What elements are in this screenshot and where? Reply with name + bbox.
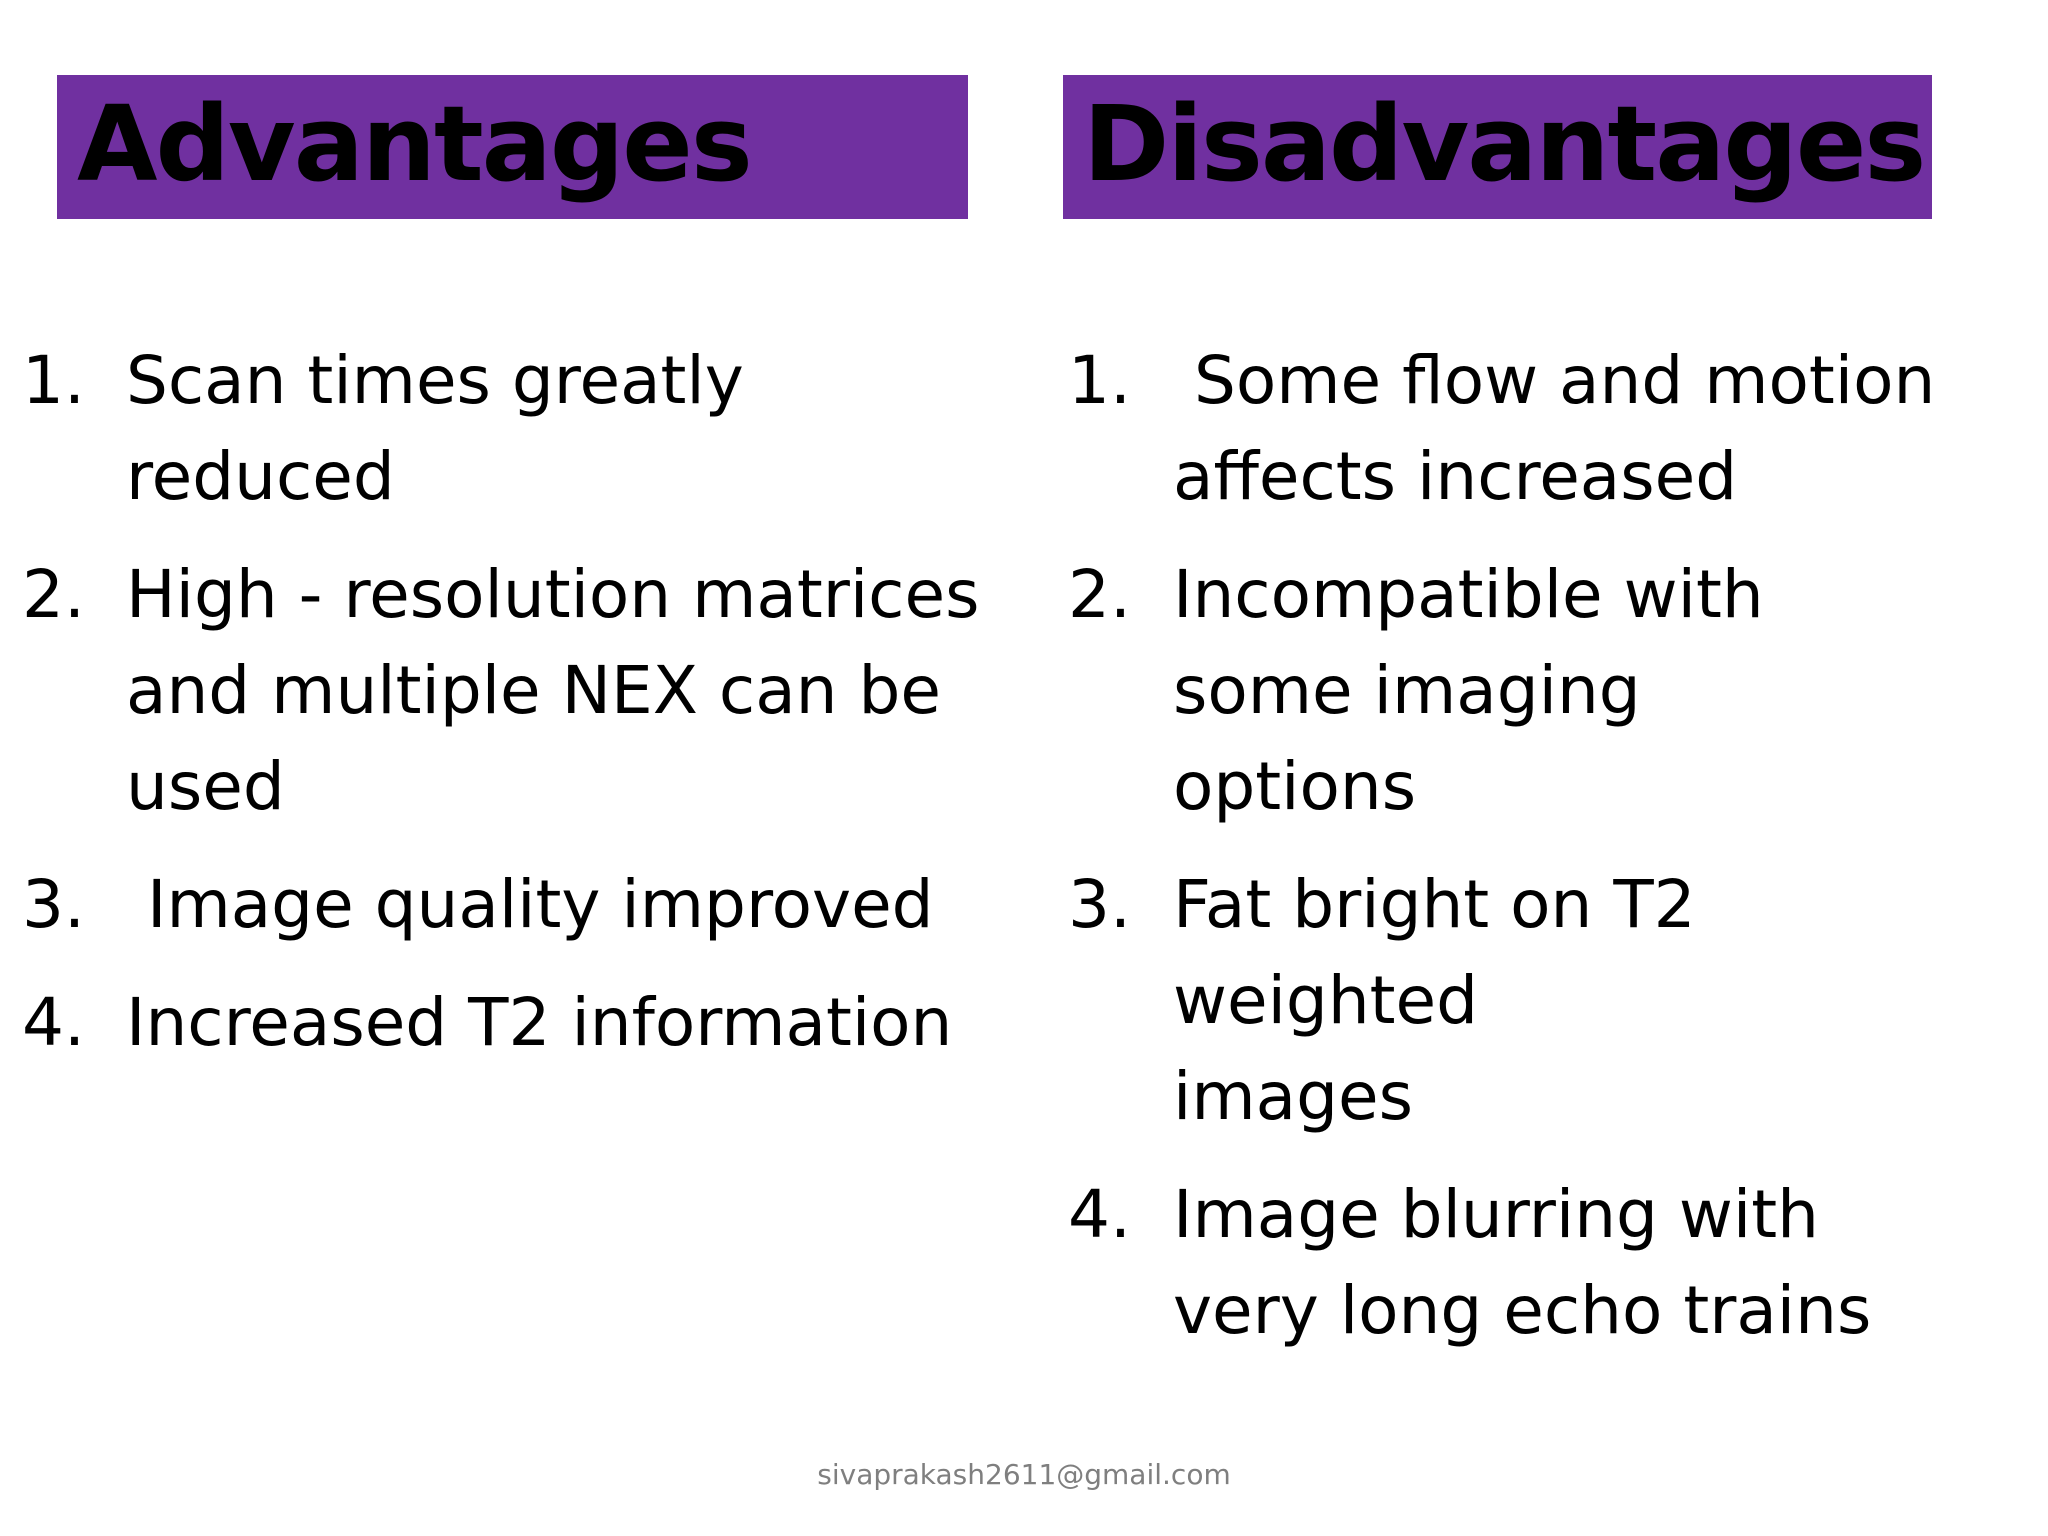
disadvantage-item: 3. Fat bright on T2 weighted images <box>1068 857 1968 1145</box>
item-number: 4. <box>22 984 85 1061</box>
advantages-title: Advantages <box>77 83 753 205</box>
item-number: 4. <box>1068 1176 1131 1253</box>
item-text: Scan times greatly reduced <box>126 342 744 515</box>
item-text: Incompatible with some imaging options <box>1173 556 1764 825</box>
footer-email: sivaprakash2611@gmail.com <box>817 1458 1231 1491</box>
item-text: Image blurring with very long echo train… <box>1173 1176 1872 1349</box>
item-text: Image quality improved <box>126 866 934 943</box>
item-text: Fat bright on T2 weighted images <box>1173 866 1696 1135</box>
advantages-header: Advantages <box>57 75 968 219</box>
item-number: 1. <box>1068 342 1131 419</box>
advantage-item: 1. Scan times greatly reduced <box>22 333 1022 525</box>
advantage-item: 3. Image quality improved <box>22 857 1022 953</box>
item-text: Increased T2 information <box>126 984 953 1061</box>
disadvantage-item: 4. Image blurring with very long echo tr… <box>1068 1167 1968 1359</box>
disadvantages-title: Disadvantages <box>1083 83 1926 205</box>
item-number: 2. <box>1068 556 1131 633</box>
item-number: 3. <box>22 866 85 943</box>
advantages-list: 1. Scan times greatly reduced 2. High - … <box>22 333 1022 1093</box>
disadvantages-header: Disadvantages <box>1063 75 1932 219</box>
advantage-item: 4. Increased T2 information <box>22 975 1022 1071</box>
item-number: 3. <box>1068 866 1131 943</box>
item-text: Some flow and motion affects increased <box>1173 342 1957 515</box>
disadvantages-list: 1. Some flow and motion affects increase… <box>1068 333 1968 1381</box>
disadvantage-item: 2. Incompatible with some imaging option… <box>1068 547 1968 835</box>
advantage-item: 2. High - resolution matrices and multip… <box>22 547 1022 835</box>
disadvantage-item: 1. Some flow and motion affects increase… <box>1068 333 1968 525</box>
item-number: 1. <box>22 342 85 419</box>
item-number: 2. <box>22 556 85 633</box>
item-text: High - resolution matrices and multiple … <box>126 556 980 825</box>
